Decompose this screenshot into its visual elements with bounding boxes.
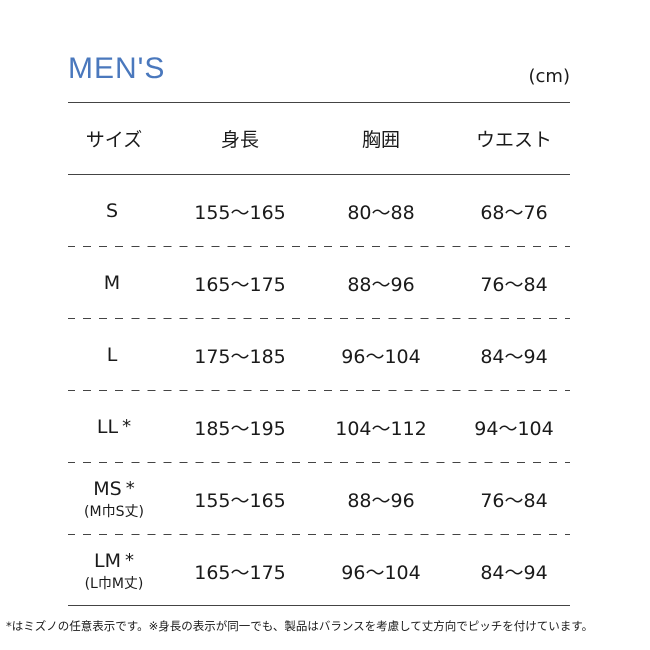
divider — [68, 605, 570, 606]
waist-cell: 76〜84 — [480, 489, 548, 512]
waist-cell: 84〜94 — [480, 345, 548, 368]
size-label: S — [105, 200, 119, 222]
size-label: MS — [93, 477, 122, 500]
size-cell: M — [44, 247, 184, 319]
size-label: L — [106, 344, 118, 366]
height-cell: 155〜165 — [194, 489, 286, 512]
height-cell: 155〜165 — [194, 201, 286, 224]
size-cell: L — [44, 319, 184, 391]
page-title: MEN'S — [68, 52, 166, 85]
waist-cell: 76〜84 — [480, 273, 548, 296]
waist-cell: 68〜76 — [480, 201, 548, 224]
waist-cell: 94〜104 — [474, 417, 554, 440]
height-cell: 165〜175 — [194, 273, 286, 296]
waist-cell: 84〜94 — [480, 561, 548, 584]
header-chest: 胸囲 — [361, 128, 400, 151]
size-cell: LM * (L巾M丈) — [44, 535, 184, 607]
table-row: LM * (L巾M丈) 165〜175 96〜104 84〜94 — [0, 535, 650, 607]
size-note: (M巾S丈) — [84, 503, 144, 520]
chest-cell: 88〜96 — [347, 273, 415, 296]
divider — [68, 102, 570, 103]
dashed-divider — [68, 390, 570, 391]
table-row: L 175〜185 96〜104 84〜94 — [0, 319, 650, 391]
dashed-divider — [68, 246, 570, 247]
dashed-divider — [68, 534, 570, 535]
divider — [68, 174, 570, 175]
dashed-divider — [68, 318, 570, 319]
asterisk-mark: * — [122, 416, 132, 437]
size-cell: S — [44, 175, 184, 247]
height-cell: 175〜185 — [194, 345, 286, 368]
chest-cell: 104〜112 — [335, 417, 427, 440]
size-label: LL — [96, 416, 119, 438]
size-label: LM — [94, 549, 121, 572]
size-cell: MS * (M巾S丈) — [44, 463, 184, 535]
size-cell: LL * — [44, 391, 184, 463]
chest-cell: 96〜104 — [341, 345, 421, 368]
header-waist: ウエスト — [475, 128, 552, 151]
chest-cell: 96〜104 — [341, 561, 421, 584]
unit-label: (cm) — [528, 66, 570, 87]
height-cell: 185〜195 — [194, 417, 286, 440]
asterisk-mark: * — [125, 477, 135, 499]
header-row: サイズ 身長 胸囲 ウエスト — [0, 102, 650, 174]
size-label: M — [103, 272, 121, 294]
asterisk-mark: * — [124, 549, 134, 571]
chest-cell: 88〜96 — [347, 489, 415, 512]
table-row: MS * (M巾S丈) 155〜165 88〜96 76〜84 — [0, 463, 650, 535]
height-cell: 165〜175 — [194, 561, 286, 584]
footnote: *はミズノの任意表示です。※身長の表示が同一でも、製品はバランスを考慮して丈方向… — [6, 619, 594, 633]
header-size: サイズ — [85, 128, 143, 151]
table-row: S 155〜165 80〜88 68〜76 — [0, 175, 650, 247]
table-row: M 165〜175 88〜96 76〜84 — [0, 247, 650, 319]
header-height: 身長 — [220, 128, 259, 151]
table-row: LL * 185〜195 104〜112 94〜104 — [0, 391, 650, 463]
chest-cell: 80〜88 — [347, 201, 415, 224]
dashed-divider — [68, 462, 570, 463]
size-note: (L巾M丈) — [84, 575, 144, 592]
